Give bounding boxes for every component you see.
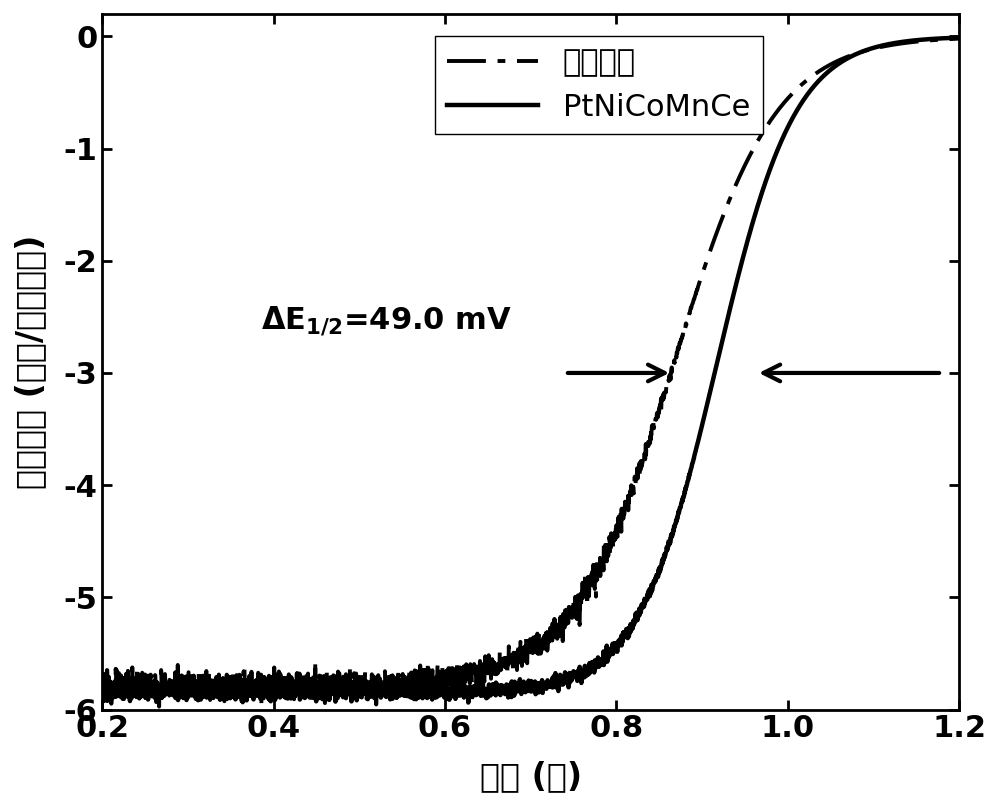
Line: 商业铂碳: 商业铂碳 bbox=[102, 38, 976, 707]
Line: PtNiCoMnCe: PtNiCoMnCe bbox=[102, 37, 976, 703]
Legend: 商业铂碳, PtNiCoMnCe: 商业铂碳, PtNiCoMnCe bbox=[435, 36, 763, 134]
商业铂碳 bbox=[248, 685, 260, 695]
PtNiCoMnCe bbox=[859, 46, 871, 56]
商业铂碳 bbox=[953, 34, 965, 44]
PtNiCoMnCe bbox=[470, 688, 482, 698]
PtNiCoMnCe bbox=[248, 691, 260, 700]
PtNiCoMnCe bbox=[431, 688, 443, 698]
商业铂碳 bbox=[859, 46, 871, 56]
商业铂碳 bbox=[970, 33, 982, 43]
PtNiCoMnCe bbox=[462, 698, 474, 708]
商业铂碳 bbox=[96, 688, 108, 697]
PtNiCoMnCe bbox=[196, 688, 208, 698]
X-axis label: 电压 (伏): 电压 (伏) bbox=[480, 760, 582, 793]
商业铂碳 bbox=[470, 669, 482, 679]
PtNiCoMnCe bbox=[970, 32, 982, 42]
Y-axis label: 电流密度 (毫安/平方厘米): 电流密度 (毫安/平方厘米) bbox=[14, 235, 47, 489]
PtNiCoMnCe bbox=[953, 33, 965, 43]
商业铂碳 bbox=[432, 657, 444, 667]
商业铂碳 bbox=[196, 683, 208, 692]
商业铂碳 bbox=[153, 702, 165, 712]
PtNiCoMnCe bbox=[96, 689, 108, 699]
Text: $\mathbf{\Delta E_{1/2}}$=49.0 mV: $\mathbf{\Delta E_{1/2}}$=49.0 mV bbox=[261, 303, 512, 337]
